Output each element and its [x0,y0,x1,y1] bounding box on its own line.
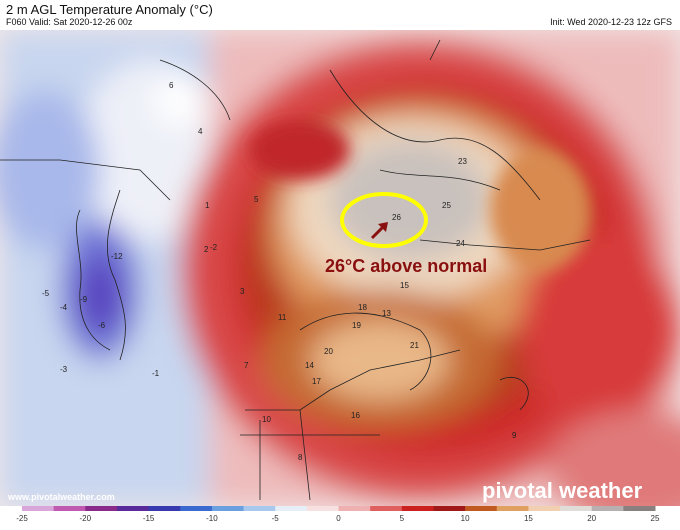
value-label: -1 [152,369,160,378]
arrow-icon [370,222,388,240]
value-label: 4 [198,127,203,136]
colorbar-tick-label: 10 [461,514,470,523]
value-label: 20 [324,347,333,356]
value-label: 16 [351,411,360,420]
colorbar-canvas: -25 -20 -15 -10 -5 0 5 10 15 20 25 [16,506,660,523]
value-label: -4 [60,303,68,312]
colorbar-tick-label: -20 [80,514,92,523]
init-time: Init: Wed 2020-12-23 12z GFS [550,17,672,27]
value-label: -9 [80,295,88,304]
anomaly-annotation: 26°C above normal [325,256,487,276]
colorbar-swatch [623,506,656,511]
value-label: -12 [111,252,123,261]
colorbar-swatch [306,506,339,511]
colorbar-swatch [370,506,403,511]
value-label: 14 [305,361,314,370]
colorbar-swatch [401,506,434,511]
colorbar-tick-label: -25 [16,514,28,523]
value-label: 19 [352,321,361,330]
value-label: 10 [262,415,271,424]
brand-logo: pivotal weather [482,478,643,503]
value-label: 24 [456,239,465,248]
colorbar-tick-label: -10 [206,514,218,523]
colorbar-swatch [465,506,498,511]
borders [0,39,591,501]
colorbar-swatch [275,506,308,511]
website-watermark: www.pivotalweather.com [7,492,115,502]
colorbar-tick-label: 20 [587,514,596,523]
colorbar-tick-label: -5 [272,514,280,523]
colorbar-tick-label: 5 [400,514,405,523]
valid-time: F060 Valid: Sat 2020-12-26 00z [6,17,133,27]
value-label: 21 [410,341,419,350]
colorbar-tick-label: -15 [143,514,155,523]
colorbar-swatch [85,506,118,511]
colorbar-swatch [180,506,213,511]
value-label: 8 [298,453,303,462]
colorbar-tick-label: 0 [336,514,341,523]
colorbar-swatch [53,506,86,511]
value-label: -6 [98,321,106,330]
value-label: 13 [382,309,391,318]
value-label: 1 [205,201,210,210]
colorbar-swatch [496,506,529,511]
map-title: 2 m AGL Temperature Anomaly (°C) [6,2,213,17]
header: 2 m AGL Temperature Anomaly (°C) F060 Va… [0,0,680,30]
colorbar-swatch [22,506,55,511]
colorbar-swatch [591,506,624,511]
colorbar-swatch [116,506,150,511]
value-label: 25 [442,201,451,210]
colorbar-tick-label: 15 [524,514,533,523]
value-label: 5 [254,195,259,204]
highlight-circle [340,192,428,248]
anomaly-map: -12 -9 -6 -5 -4 -3 -2 -1 1 2 3 4 5 6 7 8… [0,30,680,506]
value-label: -3 [60,365,68,374]
value-label: -2 [210,243,218,252]
colorbar-swatch [338,506,371,511]
value-label: 2 [204,245,209,254]
value-label: 6 [169,81,174,90]
value-label: 26 [392,213,401,222]
value-label: 3 [240,287,245,296]
colorbar-swatches [22,506,656,511]
value-label: 17 [312,377,321,386]
colorbar-swatch [148,506,181,511]
value-label: 23 [458,157,467,166]
value-label: 18 [358,303,367,312]
colorbar-tick-label: 25 [651,514,660,523]
colorbar-swatch [528,506,561,511]
colorbar-swatch [433,506,466,511]
colorbar-ticks: -25 -20 -15 -10 -5 0 5 10 15 20 25 [16,514,660,523]
value-label: 9 [512,431,517,440]
value-label: 7 [244,361,249,370]
anomaly-value-labels: -12 -9 -6 -5 -4 -3 -2 -1 1 2 3 4 5 6 7 8… [42,81,517,462]
map-canvas: -12 -9 -6 -5 -4 -3 -2 -1 1 2 3 4 5 6 7 8… [0,30,680,506]
colorbar-swatch [211,506,245,511]
value-label: -5 [42,289,50,298]
value-label: 11 [278,313,287,322]
colorbar: -25 -20 -15 -10 -5 0 5 10 15 20 25 [0,506,680,525]
value-label: 15 [400,281,409,290]
colorbar-swatch [560,506,593,511]
colorbar-swatch [243,506,276,511]
